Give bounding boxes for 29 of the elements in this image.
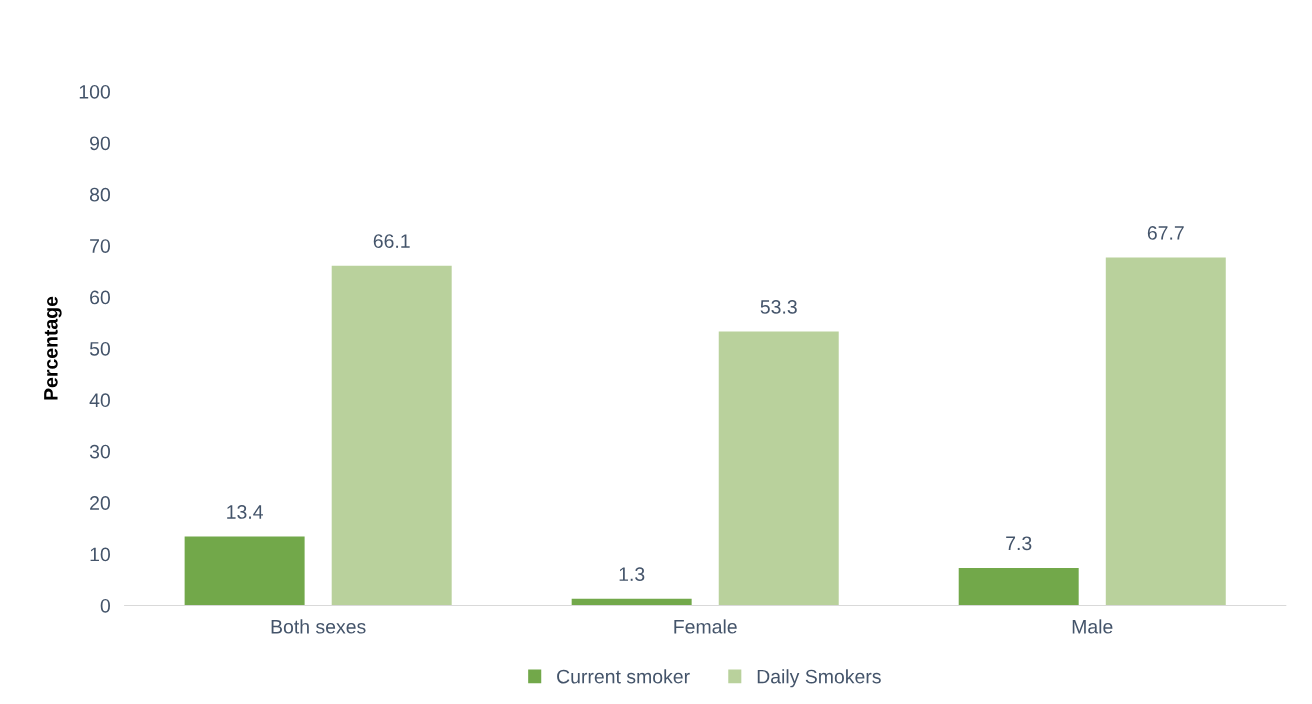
x-tick-label: Female [674, 619, 737, 634]
y-tick-label: 40 [89, 393, 110, 408]
y-tick-label: 30 [89, 444, 110, 459]
bar [1105, 257, 1226, 606]
y-tick-label: 50 [89, 341, 110, 356]
y-tick-label: 60 [90, 290, 110, 305]
data-label: 67.7 [1147, 226, 1184, 240]
y-tick-label: 0 [100, 598, 110, 613]
data-label: 7.3 [1006, 536, 1032, 551]
y-tick-label: 10 [90, 547, 110, 562]
y-tick-label: 80 [89, 187, 110, 202]
bar [184, 536, 305, 606]
legend-label: Daily Smokers [757, 669, 881, 688]
data-label: 53.3 [760, 300, 797, 314]
bar [718, 331, 839, 606]
bar [958, 567, 1079, 606]
data-label: 1.3 [619, 567, 645, 582]
legend-label: Current smoker [557, 669, 690, 684]
bar [331, 265, 452, 606]
y-tick-label: 90 [90, 136, 110, 151]
y-tick-label: 100 [79, 84, 110, 99]
data-label: 13.4 [227, 505, 263, 519]
x-tick-label: Male [1072, 619, 1113, 634]
data-label: 66.1 [373, 234, 410, 249]
y-tick-label: 20 [90, 496, 110, 510]
y-axis-title: Percentage [44, 296, 62, 400]
bar [571, 598, 692, 606]
y-tick-label: 70 [90, 239, 110, 253]
x-tick-label: Both sexes [271, 619, 366, 634]
